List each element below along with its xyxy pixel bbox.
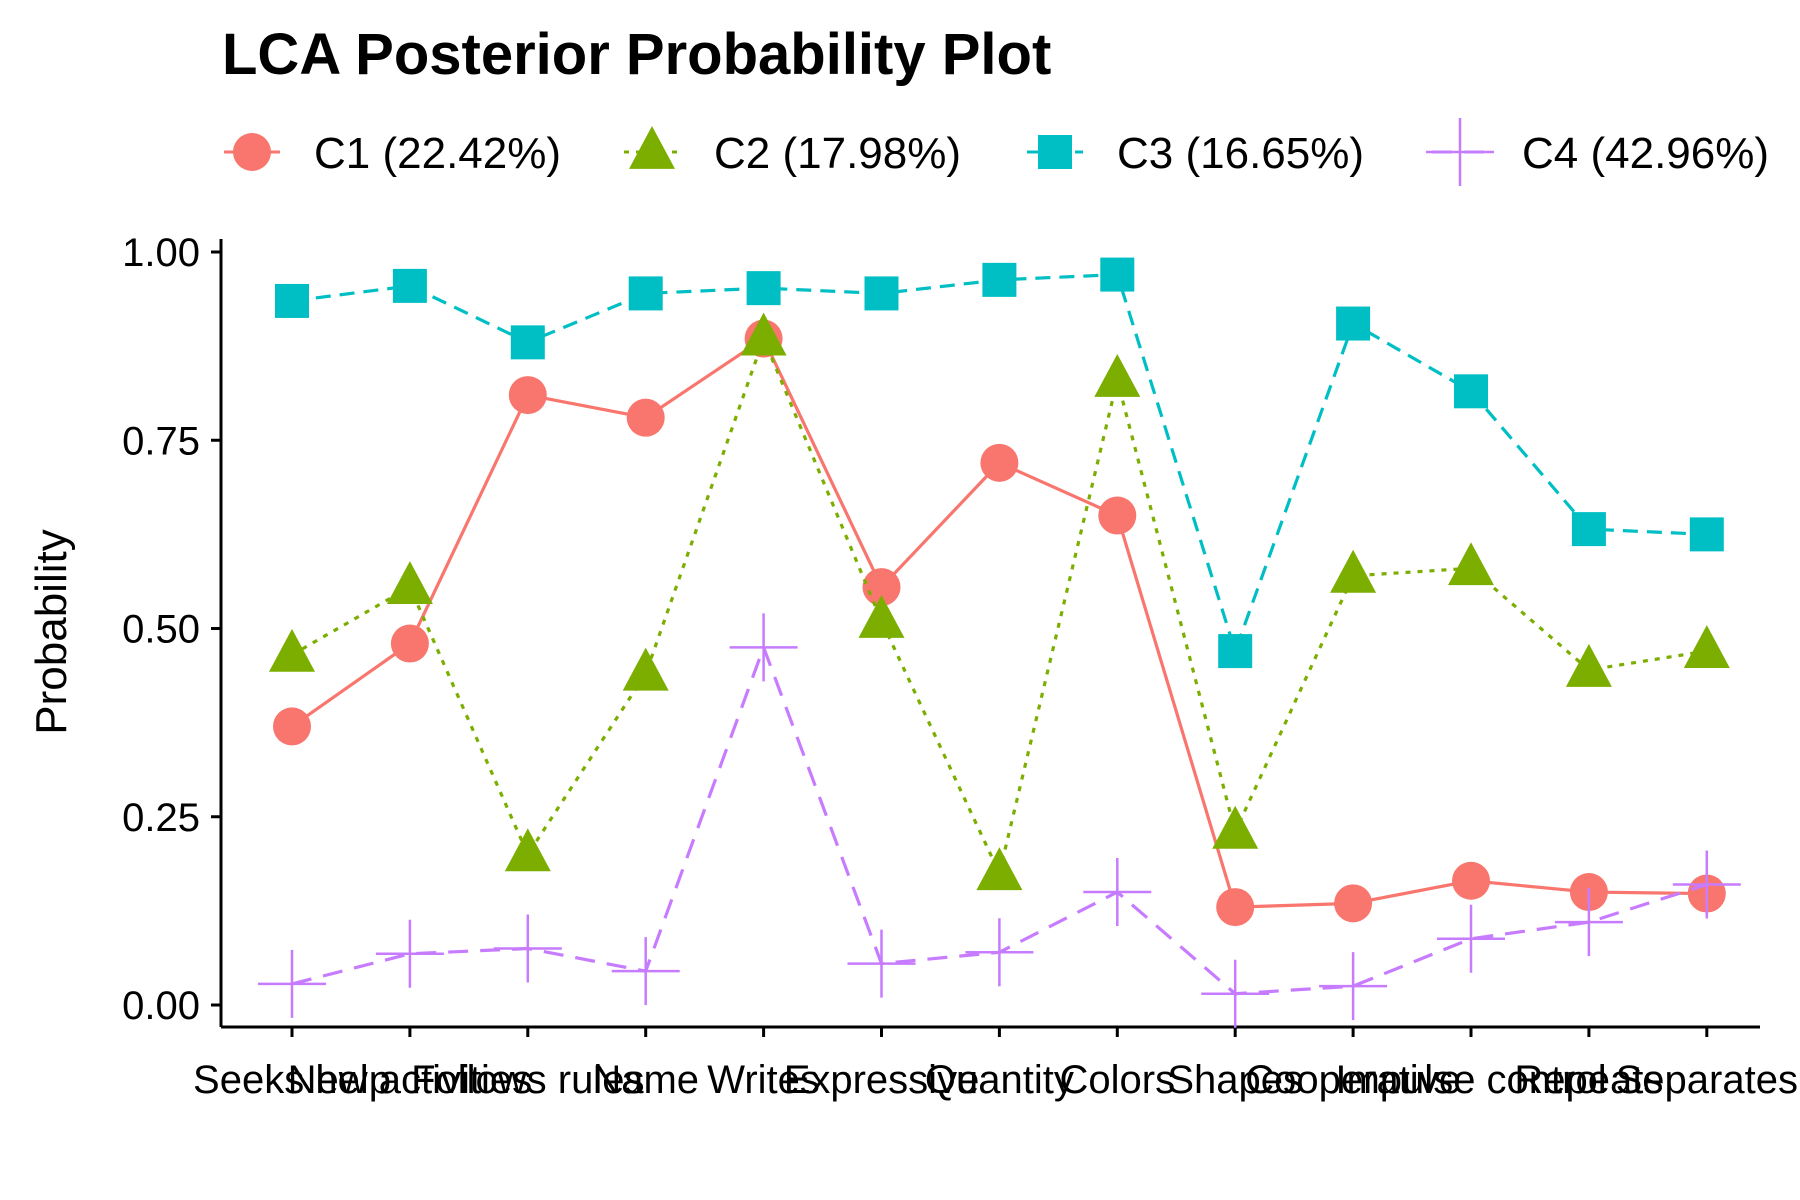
data-point <box>392 268 427 303</box>
data-point <box>1100 257 1135 292</box>
legend-key <box>629 126 675 169</box>
data-point <box>1216 888 1255 927</box>
data-point <box>493 914 562 983</box>
data-point <box>1672 850 1741 919</box>
x-tick-label: Writes <box>707 1058 820 1102</box>
data-point <box>375 919 444 988</box>
data-point <box>858 594 905 638</box>
legend-label: C2 (17.98%) <box>714 129 961 178</box>
y-axis-title: Probability <box>27 529 76 734</box>
data-point <box>622 647 669 691</box>
data-point <box>1212 805 1259 849</box>
data-point <box>1554 888 1623 957</box>
x-tick-label: Name <box>592 1058 699 1102</box>
legend-key <box>1426 118 1494 186</box>
x-tick-label: Cooperative <box>1245 1058 1461 1102</box>
legend-label: C1 (22.42%) <box>314 129 561 178</box>
data-point <box>504 828 551 872</box>
series-4 <box>258 613 1741 1028</box>
data-point <box>1448 542 1494 586</box>
data-point <box>1683 625 1730 668</box>
legend: C1 (22.42%) C2 (17.98%) C3 (16.65%) C4 (42.… <box>224 118 1769 186</box>
x-tick-label: Repeats <box>1514 1058 1663 1102</box>
data-point <box>1201 959 1270 1028</box>
data-point <box>1565 643 1612 687</box>
legend-item: C3 (16.65%) <box>1027 129 1364 178</box>
data-point <box>258 949 326 1018</box>
data-point <box>273 707 311 746</box>
x-tick-label: Seeks help <box>193 1058 391 1102</box>
y-tick-label: 0.25 <box>122 796 200 840</box>
axes <box>219 239 1760 1029</box>
data-point <box>976 847 1023 891</box>
legend-key <box>233 133 271 171</box>
series-3 <box>275 257 1724 669</box>
x-tick-label: Follows rules <box>411 1058 644 1102</box>
data-point <box>965 918 1034 987</box>
data-point <box>1454 374 1488 409</box>
data-point <box>980 443 1019 482</box>
data-point <box>269 628 315 672</box>
legend-item: C4 (42.96%) <box>1426 118 1769 186</box>
x-tick-label: Colors <box>1060 1058 1176 1102</box>
data-point <box>862 568 901 607</box>
data-point <box>847 929 916 998</box>
legend-item: C1 (22.42%) <box>224 129 561 178</box>
y-tick-label: 0.75 <box>122 419 200 463</box>
data-point <box>386 561 433 604</box>
data-point <box>746 271 781 306</box>
y-tick-label: 1.00 <box>122 231 200 275</box>
x-tick-label: Expressive <box>784 1058 980 1102</box>
data-point <box>740 312 787 356</box>
series-line <box>291 336 1707 909</box>
data-point <box>510 325 545 360</box>
series-layer <box>258 257 1741 1028</box>
data-point <box>1094 354 1141 397</box>
legend-label: C4 (42.96%) <box>1522 129 1769 178</box>
data-point <box>729 613 798 682</box>
data-point <box>1334 884 1373 923</box>
x-tick-label: Separates <box>1616 1058 1798 1102</box>
legend-item: C2 (17.98%) <box>624 126 961 178</box>
data-point <box>1083 858 1152 927</box>
data-point <box>864 276 899 311</box>
data-point <box>390 624 429 663</box>
legend-key <box>1038 135 1072 169</box>
data-point <box>982 262 1017 297</box>
x-tick-label: Impulse control <box>1335 1058 1606 1102</box>
y-tick-label: 0.50 <box>122 608 200 652</box>
data-point <box>1319 952 1388 1021</box>
series-1 <box>273 319 1726 927</box>
data-point <box>626 398 665 437</box>
y-ticks: 0.00 0.25 0.50 0.75 1.00 <box>122 231 221 1028</box>
data-point <box>1437 904 1505 973</box>
data-point <box>1330 549 1377 593</box>
data-point <box>275 283 309 318</box>
x-tick-label: Shapes <box>1167 1058 1303 1102</box>
data-point <box>1689 517 1724 552</box>
data-point <box>611 937 680 1006</box>
x-tick-label: New activities <box>288 1058 533 1102</box>
data-point <box>1218 634 1253 669</box>
x-tick-label: Quantity <box>925 1058 1074 1102</box>
legend-label: C3 (16.65%) <box>1117 129 1364 178</box>
data-point <box>1098 496 1137 535</box>
data-point <box>628 276 663 311</box>
y-tick-label: 0.00 <box>122 984 200 1028</box>
chart-title: LCA Posterior Probability Plot <box>222 22 1051 87</box>
data-point <box>1336 306 1371 341</box>
data-point <box>1452 861 1490 900</box>
series-2 <box>269 312 1730 891</box>
data-point <box>1571 512 1606 547</box>
data-point <box>508 376 547 415</box>
